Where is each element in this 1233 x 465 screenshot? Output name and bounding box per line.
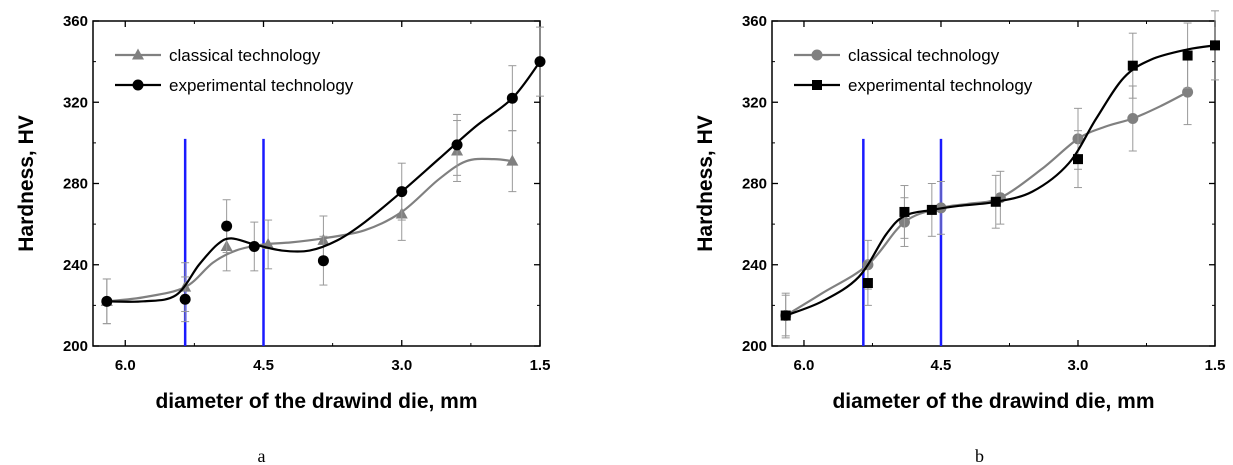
y-tick-label: 320 <box>742 94 767 111</box>
legend-label: experimental technology <box>848 76 1033 95</box>
data-point <box>179 293 191 305</box>
y-tick-label: 200 <box>742 338 767 355</box>
data-point <box>1182 86 1194 98</box>
data-point <box>506 92 518 104</box>
x-axis-title: diameter of the drawind die, mm <box>832 390 1154 413</box>
x-tick-label: 6.0 <box>115 357 136 374</box>
x-tick-label: 1.5 <box>530 357 551 374</box>
data-point <box>926 204 937 215</box>
data-point <box>780 310 791 321</box>
y-tick-label: 240 <box>63 257 88 274</box>
chart-panel-a: 200 240 280 320 360 6.0 4.5 3.0 1.5 Hardness, HV d… <box>15 13 550 465</box>
data-point <box>1127 113 1139 124</box>
legend-marker <box>132 79 144 91</box>
y-tick-label: 360 <box>742 13 767 30</box>
data-point <box>1072 154 1083 165</box>
data-point <box>396 186 408 198</box>
x-tick-label: 4.5 <box>253 357 274 374</box>
x-tick-label: 6.0 <box>794 357 815 374</box>
data-point <box>1127 60 1138 71</box>
series-classical <box>780 59 1194 339</box>
legend-label: classical technology <box>848 46 1000 65</box>
y-tick-label: 240 <box>742 257 767 274</box>
legend-marker <box>132 48 144 60</box>
y-axis-title: Hardness, HV <box>694 115 717 252</box>
data-point <box>1182 50 1193 61</box>
x-tick-label: 1.5 <box>1205 357 1226 374</box>
data-point <box>451 139 463 151</box>
legend-marker <box>812 80 822 90</box>
x-tick-label: 3.0 <box>391 357 412 374</box>
data-point <box>506 154 519 166</box>
data-point <box>101 295 113 307</box>
y-tick-label: 200 <box>63 338 88 355</box>
legend-label: experimental technology <box>169 76 354 95</box>
y-axis-title: Hardness, HV <box>15 115 38 252</box>
plot-frame <box>92 20 541 347</box>
y-tick-label: 280 <box>63 176 88 193</box>
data-point <box>990 196 1001 207</box>
x-axis-title: diameter of the drawind die, mm <box>155 390 477 413</box>
series-experimental <box>780 10 1220 337</box>
series-experimental <box>101 26 546 325</box>
y-tick-label: 320 <box>63 94 88 111</box>
plot-frame <box>771 20 1216 347</box>
legend: classical technology experimental technol… <box>115 46 354 95</box>
x-tick-label: 4.5 <box>931 357 952 374</box>
data-point <box>248 240 260 252</box>
y-tick-label: 280 <box>742 176 767 193</box>
panel-label: b <box>975 446 984 465</box>
legend: classical technology experimental technol… <box>794 46 1033 95</box>
data-point <box>899 206 910 217</box>
chart-panel-b: 200 240 280 320 360 6.0 4.5 3.0 1.5 Hardness, HV d… <box>694 10 1226 465</box>
y-tick-label: 360 <box>63 13 88 30</box>
series-line <box>106 157 513 303</box>
data-point <box>534 56 546 68</box>
x-tick-label: 3.0 <box>1068 357 1089 374</box>
series-classical <box>100 120 519 325</box>
legend-marker <box>811 49 823 61</box>
data-point <box>221 220 233 232</box>
data-point <box>862 278 873 289</box>
panel-label: a <box>258 446 266 465</box>
data-point <box>1210 40 1220 51</box>
legend-label: classical technology <box>169 46 321 65</box>
data-point <box>317 255 329 267</box>
